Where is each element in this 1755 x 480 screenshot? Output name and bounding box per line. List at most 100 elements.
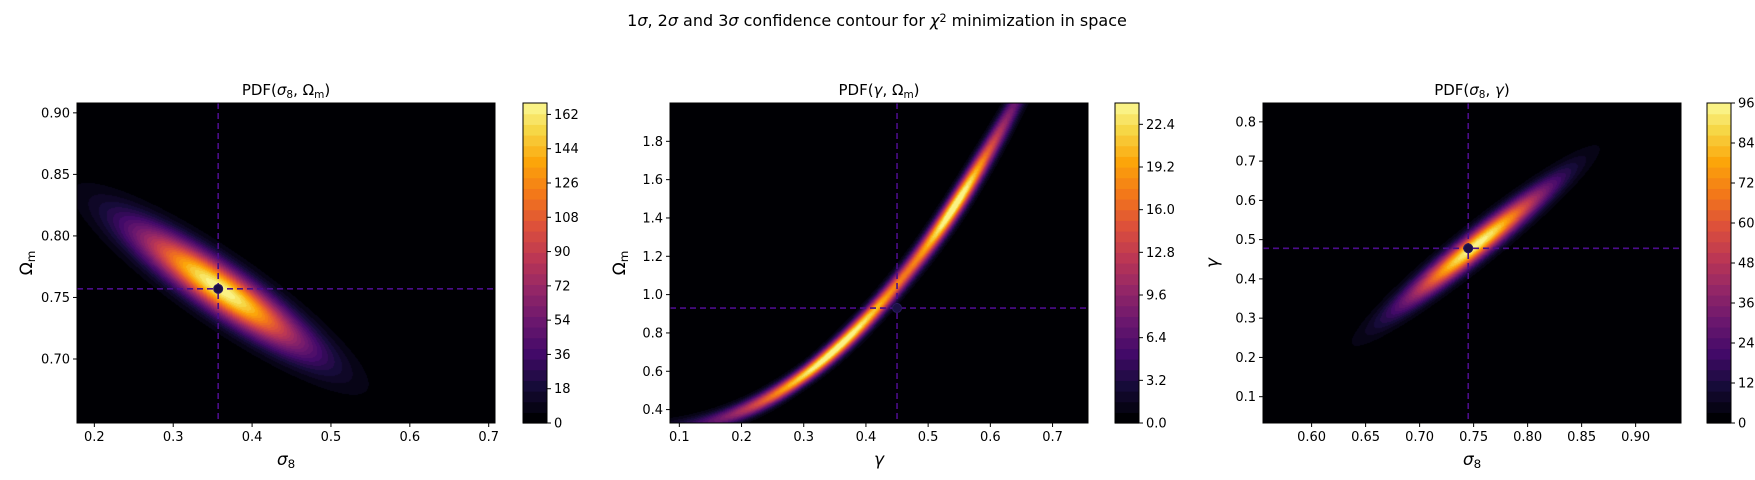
colorbar-level [1707,369,1731,381]
colorbar-level [1707,188,1731,200]
colorbar-tick-label: 144 [554,142,579,157]
colorbar-level [523,145,547,157]
x-tick-label: 0.5 [918,430,939,445]
colorbar-level [1115,177,1139,189]
colorbar-level [523,359,547,371]
y-tick-label: 1.4 [642,211,663,226]
colorbar-level [523,167,547,179]
colorbar-level [1115,380,1139,392]
colorbar-tick-label: 24 [1738,337,1755,352]
colorbar-tick-label: 48 [1738,257,1755,272]
y-tick-label: 0.8 [642,326,663,341]
colorbar-level [1115,337,1139,349]
colorbar-tick-label: 96 [1738,97,1755,112]
colorbar-tick-label: 12.8 [1146,246,1175,261]
y-tick-label: 0.80 [41,229,70,244]
colorbar: 0 12 24 36 48 60 72 84 96 [1706,97,1755,432]
colorbar-level [523,273,547,285]
colorbar-level [1707,231,1731,243]
x-tick-label: 0.90 [1621,430,1650,445]
colorbar-tick-label: 3.2 [1146,374,1167,389]
y-tick-label: 0.5 [1235,233,1256,248]
colorbar-tick-label: 72 [554,279,571,294]
colorbar: 0.0 3.2 6.4 9.6 12.8 16.0 19.2 22.4 [1114,102,1175,432]
colorbar-level [1115,401,1139,413]
panel-1: 0.2 0.3 0.4 0.5 0.6 0.7 0.70 0.75 0.80 0.85 0.90 PD… [17,81,579,471]
y-tick-label: 0.4 [1235,272,1256,287]
y-axis-label: Ωm [17,251,38,276]
colorbar-level [1707,348,1731,360]
colorbar-tick-label: 22.4 [1146,118,1175,133]
panel-title: PDF(σ8, γ) [1434,81,1510,101]
colorbar-level [1115,167,1139,179]
colorbar-tick-label: 0.0 [1146,417,1167,432]
colorbar-tick-label: 162 [554,108,579,123]
colorbar-level [1707,401,1731,413]
panel-title: PDF(γ, Ωm) [838,81,919,101]
y-tick-label: 0.70 [41,353,70,368]
colorbar-level [1115,359,1139,371]
colorbar-level [1115,295,1139,307]
colorbar-level [1707,327,1731,339]
x-tick-label: 0.3 [163,430,184,445]
colorbar-level [1707,316,1731,328]
colorbar-level [1115,241,1139,253]
colorbar-level [1115,284,1139,296]
pdf-heatmap [670,103,1088,423]
colorbar-tick-label: 90 [554,245,571,260]
colorbar-level [523,337,547,349]
colorbar-tick-label: 60 [1738,217,1755,232]
x-tick-label: 0.85 [1567,430,1596,445]
colorbar-level [523,209,547,221]
x-tick-label: 0.70 [1405,430,1434,445]
colorbar-tick-label: 12 [1738,377,1755,392]
colorbar-level [1115,305,1139,317]
pdf-heatmap [77,103,495,423]
colorbar-level [1115,156,1139,168]
colorbar-level [1707,124,1731,136]
colorbar-tick-label: 108 [554,211,579,226]
colorbar-level [1707,412,1731,424]
colorbar-level [523,199,547,211]
colorbar-level [523,103,547,115]
colorbar-level [1115,113,1139,125]
y-tick-label: 0.8 [1235,115,1256,130]
colorbar-level [523,231,547,243]
pdf-heatmap [1263,103,1681,423]
x-tick-label: 0.1 [669,430,690,445]
colorbar-level [523,380,547,392]
colorbar-level [1707,103,1731,115]
x-tick-label: 0.75 [1459,430,1488,445]
colorbar-frame [1114,102,1140,424]
colorbar-tick-label: 9.6 [1146,289,1167,304]
y-tick-label: 0.85 [41,168,70,183]
x-tick-label: 0.6 [399,430,420,445]
best-fit-marker [892,303,903,314]
axes-frame [1262,102,1682,424]
colorbar-level [1115,263,1139,275]
colorbar-level [1707,391,1731,403]
colorbar-level [1707,220,1731,232]
x-tick-label: 0.80 [1513,430,1542,445]
colorbar-level [1115,231,1139,243]
y-tick-label: 1.8 [642,135,663,150]
colorbar-level [1115,103,1139,115]
colorbar-level [1707,273,1731,285]
colorbar-level [523,113,547,125]
colorbar-level [1707,209,1731,221]
x-tick-label: 0.65 [1351,430,1380,445]
colorbar-level [1115,209,1139,221]
y-tick-label: 1.0 [642,288,663,303]
colorbar-level [523,241,547,253]
colorbar-level [523,263,547,275]
colorbar-level [1707,135,1731,147]
colorbar-level [523,135,547,147]
best-fit-marker [213,283,224,294]
x-tick-label: 0.5 [321,430,342,445]
colorbar-tick-label: 36 [1738,297,1755,312]
colorbar-level [1115,188,1139,200]
colorbar-tick-label: 16.0 [1146,203,1175,218]
colorbar-level [523,401,547,413]
y-tick-label: 1.6 [642,173,663,188]
